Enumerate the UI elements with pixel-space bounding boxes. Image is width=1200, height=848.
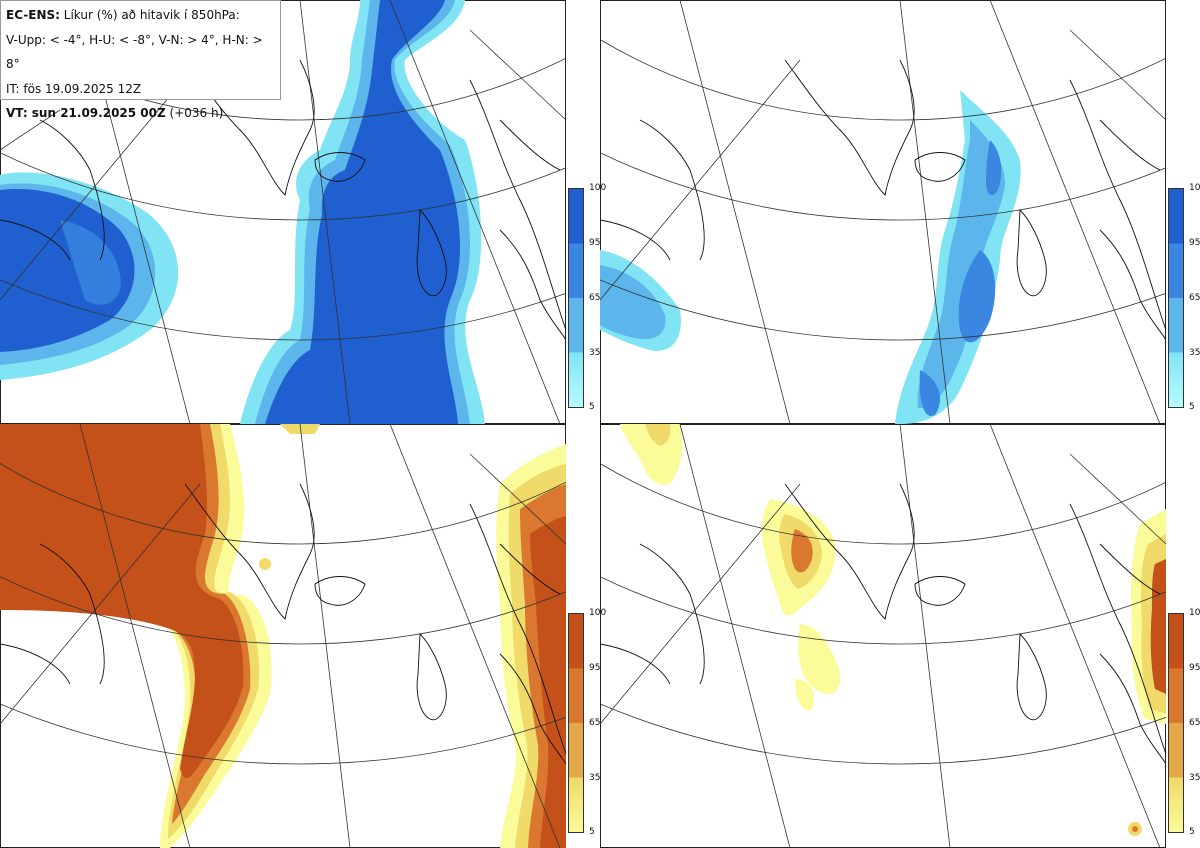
colorbar-top-right: 100 95 65 35 5: [1168, 183, 1200, 413]
colorbar-bottom-right: 100 95 65 35 5: [1168, 608, 1200, 838]
coastlines: [0, 483, 566, 765]
tick-label: 5: [1189, 827, 1195, 837]
tick-label: 5: [589, 827, 595, 837]
graticule: [600, 424, 1166, 848]
header-line-2: V-Upp: < -4°, H-U: < -8°, V-N: > 4°, H-N…: [6, 32, 263, 72]
tick-label: 100: [589, 608, 607, 618]
probability-shading: [0, 424, 566, 848]
header-info-box: EC-ENS: Líkur (%) að hitavik í 850hPa: V…: [0, 0, 281, 120]
coastlines: [600, 483, 1166, 765]
tick-label: 35: [589, 348, 601, 358]
tick-label: 95: [589, 238, 601, 248]
tick-label: 65: [589, 293, 601, 303]
tick-label: 65: [589, 718, 601, 728]
header-line-3: IT: fös 19.09.2025 12Z: [6, 81, 142, 96]
probability-map: [600, 424, 1166, 848]
tick-label: 95: [589, 663, 601, 673]
probability-shading: [620, 424, 1166, 836]
map-panel-h-n: [600, 424, 1166, 848]
tick-label: 95: [1189, 663, 1200, 673]
tick-label: 35: [1189, 773, 1200, 783]
probability-map: [0, 0, 566, 424]
colorbar-top-left: 100 95 65 35 5: [568, 183, 606, 413]
tick-label: 35: [1189, 348, 1200, 358]
graticule: [600, 0, 1166, 424]
tick-label: 5: [1189, 402, 1195, 412]
tick-label: 100: [1189, 183, 1200, 193]
tick-label: 100: [1189, 608, 1200, 618]
tick-label: 5: [589, 402, 595, 412]
tick-label: 35: [589, 773, 601, 783]
map-panel-v-upp: EC-ENS: Líkur (%) að hitavik í 850hPa: V…: [0, 0, 566, 424]
graticule: [0, 424, 566, 848]
tick-label: 95: [1189, 238, 1200, 248]
coastlines: [0, 59, 566, 341]
tick-label: 100: [589, 183, 607, 193]
map-panel-v-n: [0, 424, 566, 848]
header-line-4: VT: sun 21.09.2025 00Z (+036 h): [6, 106, 224, 120]
colorbar-bottom-left: 100 95 65 35 5: [568, 608, 606, 838]
map-panel-h-u: [600, 0, 1166, 424]
probability-map: [0, 424, 566, 848]
header-line-1: EC-ENS: Líkur (%) að hitavik í 850hPa:: [6, 8, 240, 22]
probability-map: [600, 0, 1166, 424]
probability-shading: [0, 0, 485, 424]
tick-label: 65: [1189, 293, 1200, 303]
tick-label: 65: [1189, 718, 1200, 728]
coastlines: [600, 59, 1166, 341]
probability-shading: [600, 90, 1021, 424]
